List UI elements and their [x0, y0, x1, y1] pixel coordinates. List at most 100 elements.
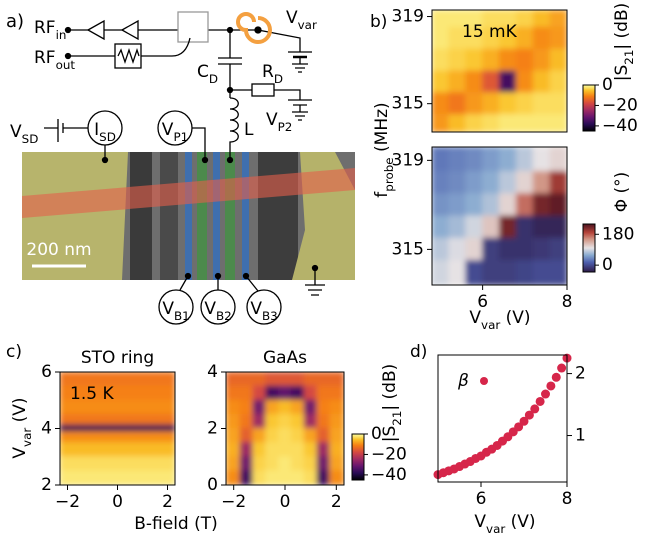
heatmap-cell — [155, 442, 176, 457]
varactor-spiral — [238, 14, 270, 42]
heatmap-cell — [252, 456, 266, 471]
y-tick-label: 315 — [392, 94, 424, 114]
y-axis-label-part: (MHz) — [372, 102, 392, 157]
heatmap-cell — [329, 400, 344, 415]
heatmap-cell — [291, 400, 305, 415]
heatmap-cell — [304, 456, 318, 471]
diagram-label-part: V — [162, 299, 174, 319]
heatmap-cell — [278, 414, 292, 429]
coupler — [178, 12, 208, 42]
heatmap-cell — [60, 414, 81, 426]
node — [244, 274, 249, 279]
x-axis-label-part: (V) — [500, 308, 530, 328]
heatmap-cell — [516, 260, 534, 285]
legend-marker — [480, 377, 488, 385]
dark-region — [130, 152, 152, 280]
heatmap-cell — [80, 414, 106, 426]
heatmap-cell — [240, 428, 254, 443]
heatmap-cell — [482, 49, 500, 72]
heatmap-cell — [130, 442, 156, 457]
heatmap-cell — [252, 386, 266, 401]
heatmap-cell — [252, 414, 266, 429]
heatmap-cell — [329, 470, 344, 485]
heatmap-cell — [291, 386, 305, 401]
heatmap-cell — [482, 92, 500, 115]
heatmap-cell — [155, 456, 176, 471]
heatmap-cell — [533, 260, 551, 285]
heatmap-cell — [304, 428, 318, 443]
heatmap-cell — [533, 27, 551, 50]
annotation: 1.5 K — [70, 384, 114, 404]
heatmap-cell — [516, 27, 534, 50]
x-tick-label: 8 — [562, 489, 573, 509]
sem-image — [22, 152, 355, 280]
y-tick-label: 0 — [207, 475, 218, 495]
diagram-label-part: out — [56, 58, 76, 72]
heatmap-cell — [499, 49, 517, 72]
diagram-label-part: D — [274, 72, 283, 86]
heatmap-cell — [265, 372, 279, 387]
heatmap — [432, 147, 568, 286]
colorbar — [352, 434, 364, 480]
heatmap-cell — [516, 193, 534, 216]
colorbar-label-part: 21 — [390, 411, 404, 426]
heatmap-cell — [130, 386, 156, 401]
heatmap-cell — [265, 428, 279, 443]
heatmap-cell — [105, 432, 131, 444]
node — [103, 158, 108, 163]
heatmap-cell — [304, 386, 318, 401]
colorbar-label-part: | (dB) — [612, 3, 632, 50]
diagram-label-part: V — [286, 8, 298, 28]
heatmap-cell — [432, 238, 450, 261]
heatmap-cell — [499, 238, 517, 261]
heatmap-cell — [448, 193, 466, 216]
heatmap-cell — [60, 432, 81, 444]
heatmap-cell — [155, 386, 176, 401]
heatmap-cell — [550, 114, 568, 132]
colorbar-tick-label: −20 — [602, 95, 638, 115]
diagram-label-part: P1 — [173, 130, 188, 144]
heatmap-cell — [533, 71, 551, 94]
legend-label: β — [457, 371, 469, 391]
ground — [292, 57, 308, 72]
heatmap-cell — [465, 147, 483, 172]
diagram-label-part: RF — [34, 18, 56, 38]
heatmap-cell — [240, 470, 254, 485]
y-tick-label: 4 — [41, 419, 52, 439]
heatmap-cell — [550, 92, 568, 115]
heatmap-cell — [465, 216, 483, 239]
heatmap-cell — [252, 400, 266, 415]
heatmap — [226, 372, 345, 486]
heatmap-cell — [80, 424, 106, 432]
heatmap-cell — [533, 193, 551, 216]
heatmap-cell — [291, 428, 305, 443]
heatmap-cell — [550, 171, 568, 194]
heatmap-cell — [226, 400, 241, 415]
heatmap-cell — [317, 456, 331, 471]
heatmap-cell — [240, 386, 254, 401]
heatmap-cell — [317, 414, 331, 429]
data-point — [552, 373, 561, 382]
node — [228, 158, 233, 163]
heatmap-cell — [499, 216, 517, 239]
heatmap-cell — [448, 92, 466, 115]
heatmap-cell — [516, 147, 534, 172]
diagram-label: a) — [6, 11, 24, 32]
heatmap-cell — [550, 27, 568, 50]
heatmap-cell — [130, 432, 156, 444]
panel-label: d) — [410, 342, 427, 362]
heatmap-cell — [329, 386, 344, 401]
node — [313, 266, 318, 271]
data-point — [557, 364, 566, 373]
heatmap-cell — [482, 114, 500, 132]
heatmap-cell — [105, 456, 131, 471]
heatmap-cell — [278, 372, 292, 387]
chart-title: GaAs — [263, 348, 307, 368]
heatmap-cell — [226, 414, 241, 429]
heatmap-cell — [265, 400, 279, 415]
heatmap-cell — [317, 400, 331, 415]
node — [186, 274, 191, 279]
heatmap-cell — [465, 171, 483, 194]
heatmap-cells — [226, 372, 345, 486]
data-point — [541, 390, 550, 399]
